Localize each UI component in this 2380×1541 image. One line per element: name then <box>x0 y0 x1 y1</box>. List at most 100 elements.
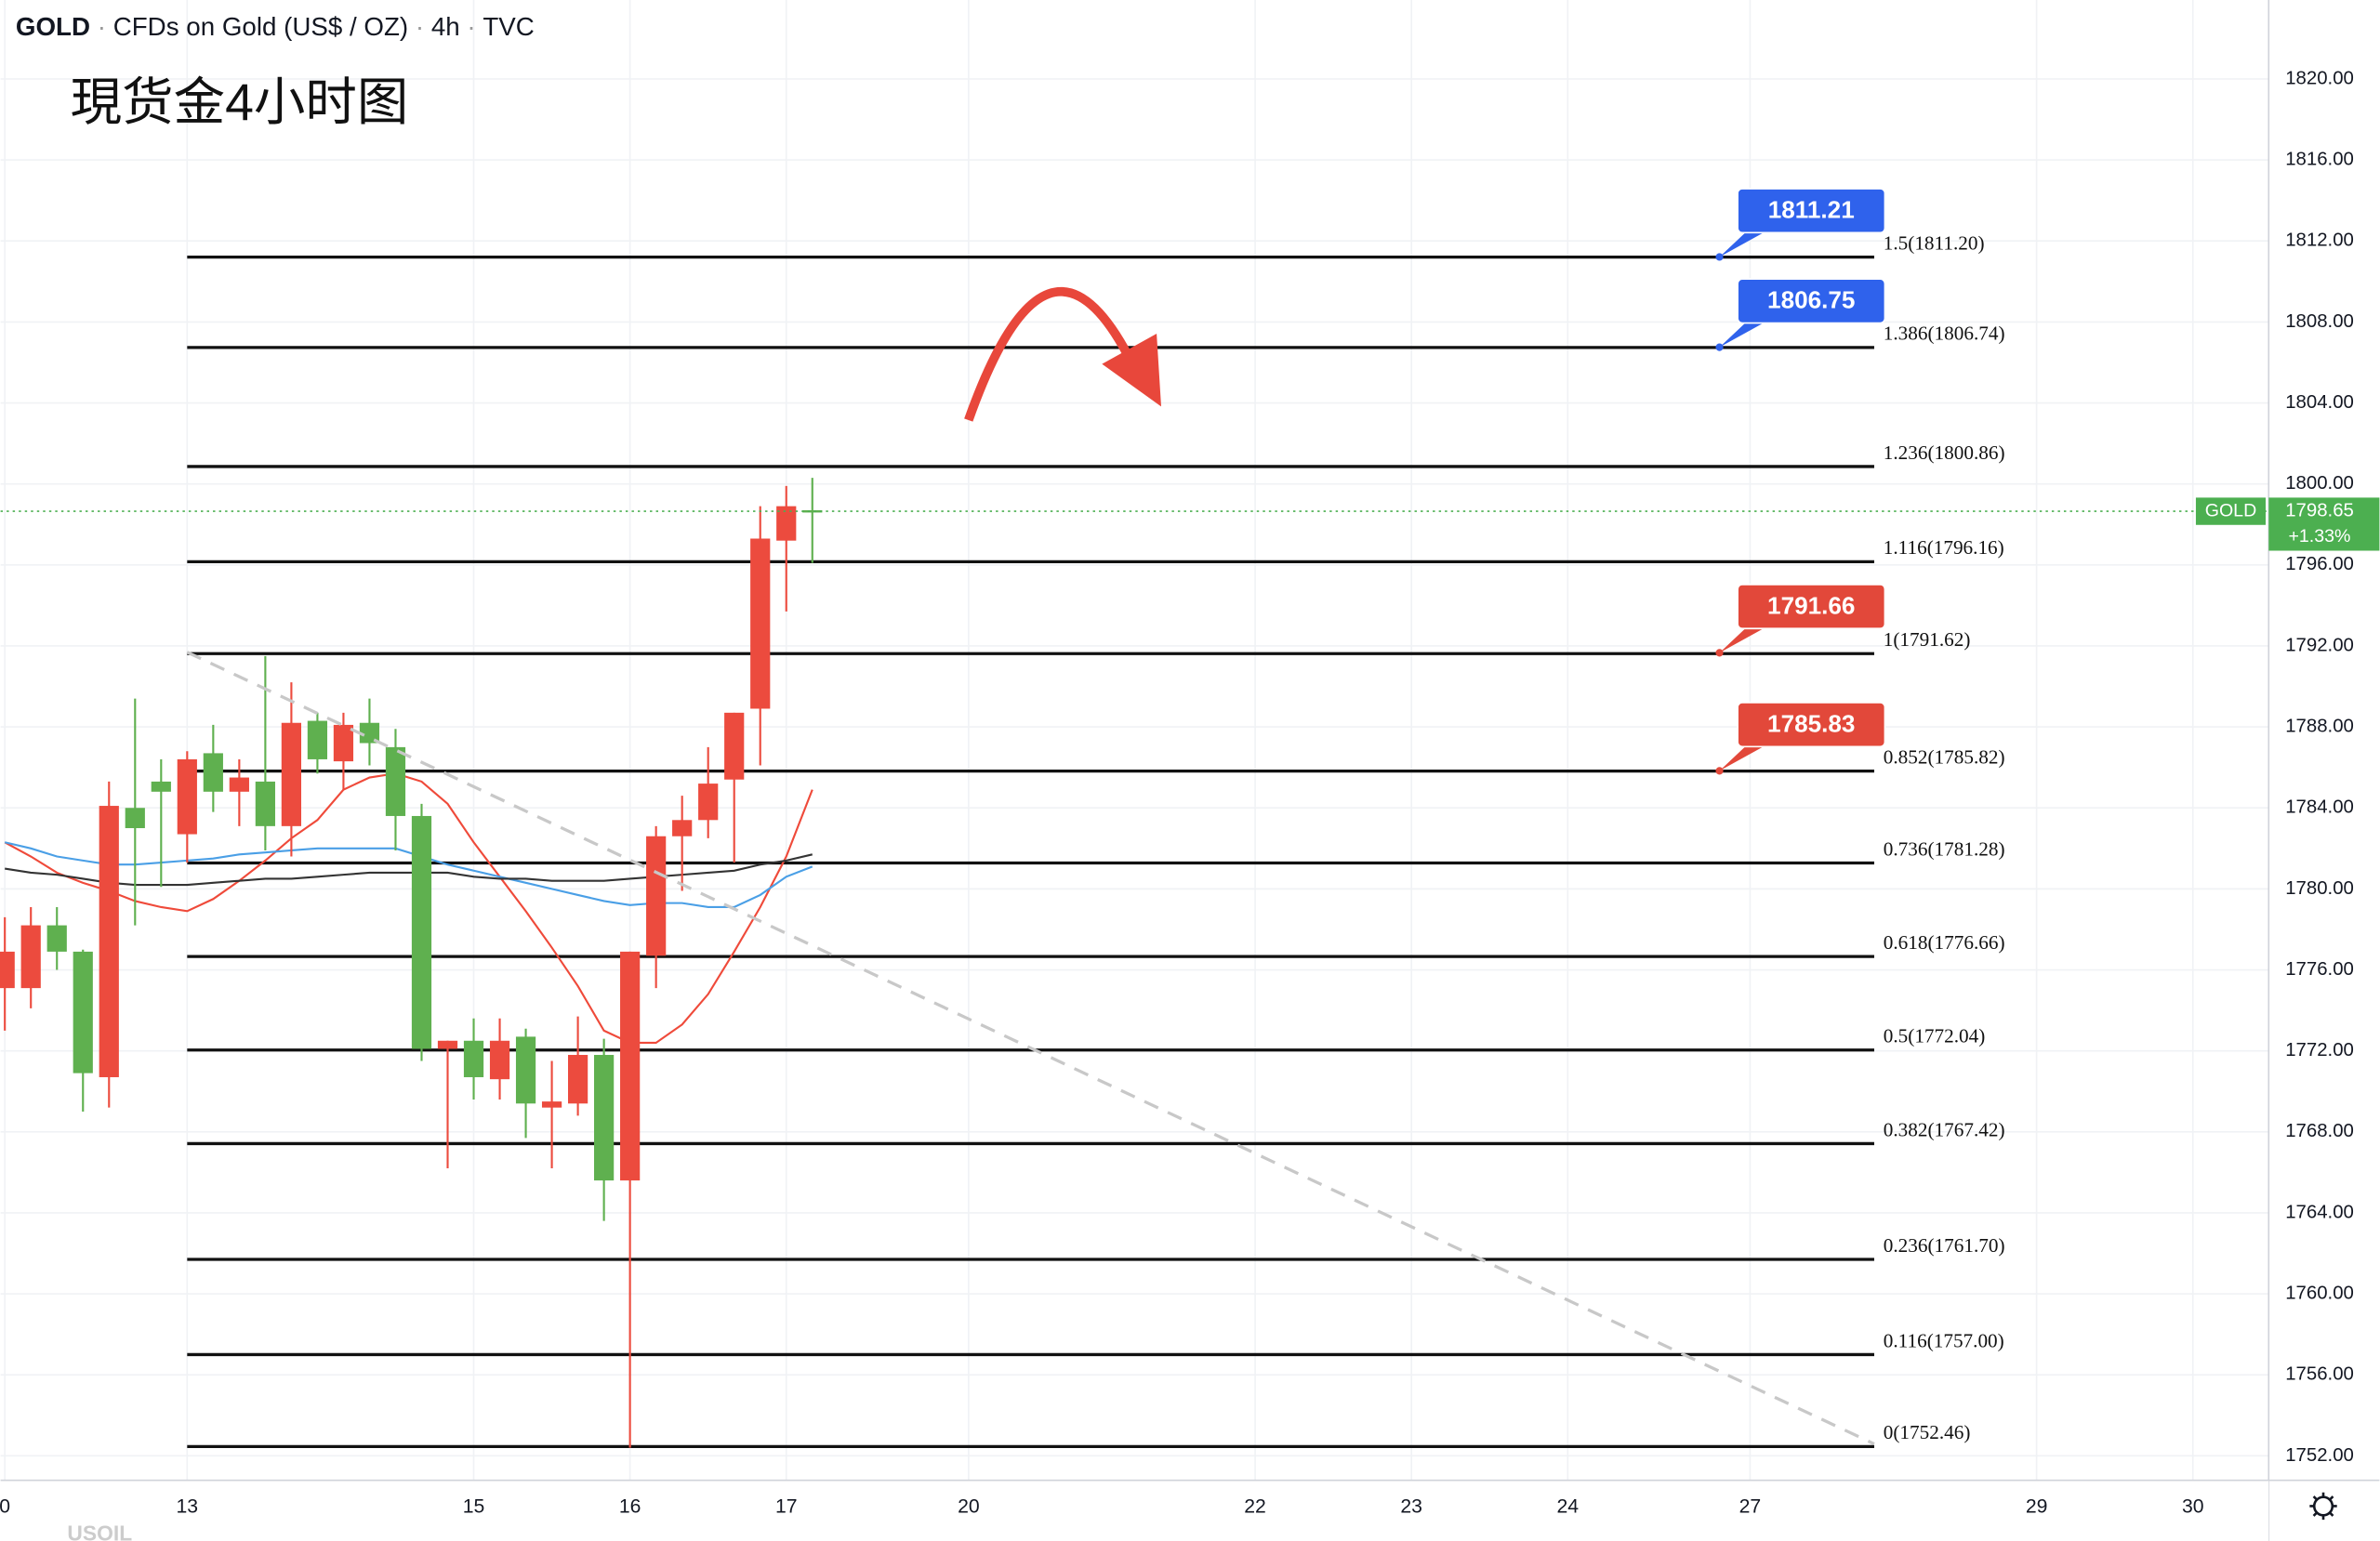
tag-anchor <box>1715 253 1724 261</box>
candle-body <box>281 722 302 826</box>
x-tick-label: 16 <box>619 1496 641 1518</box>
fib-label: 1(1791.62) <box>1884 628 1971 651</box>
x-tick-label: 30 <box>2182 1496 2204 1518</box>
candle-body <box>333 724 354 762</box>
candle-body <box>46 925 67 952</box>
fib-label: 0.5(1772.04) <box>1884 1025 1986 1047</box>
y-tick-label: 1756.00 <box>2285 1364 2354 1385</box>
last-price-tag <box>2268 497 2380 551</box>
candle-body <box>359 722 380 744</box>
candle-body <box>672 820 693 836</box>
arrow-head <box>1102 334 1161 407</box>
separator: · <box>408 12 431 41</box>
x-tick-label: 24 <box>1557 1496 1580 1518</box>
candle-body <box>646 836 667 956</box>
y-tick-label: 1768.00 <box>2285 1121 2354 1141</box>
description: CFDs on Gold (US$ / OZ) <box>113 12 408 41</box>
y-tick-label: 1752.00 <box>2285 1445 2354 1466</box>
footer-symbol: USOIL <box>67 1521 132 1541</box>
price-tag-label: 1785.83 <box>1767 709 1855 737</box>
chart-title: 現货金4小时图 <box>71 73 409 131</box>
trend-line <box>186 651 1875 1446</box>
candle-body <box>73 951 93 1073</box>
y-tick-label: 1764.00 <box>2285 1202 2354 1222</box>
price-tag-label: 1791.66 <box>1767 591 1855 619</box>
candle-body <box>515 1036 536 1104</box>
y-tick-label: 1812.00 <box>2285 230 2354 251</box>
candle-body <box>489 1040 510 1080</box>
x-tick-label: 23 <box>1400 1496 1422 1518</box>
tag-anchor <box>1715 767 1724 775</box>
source: TVC <box>483 12 534 41</box>
y-tick-label: 1788.00 <box>2285 716 2354 736</box>
fib-label: 1.116(1796.16) <box>1884 536 2004 559</box>
fib-label: 1.5(1811.20) <box>1884 231 1985 254</box>
y-tick-label: 1780.00 <box>2285 878 2354 899</box>
price-tag-label: 1806.75 <box>1767 286 1855 314</box>
tag-anchor <box>1715 343 1724 351</box>
y-tick-label: 1792.00 <box>2285 635 2354 655</box>
axes: 1752.00 1756.00 1760.00 1764.00 1768.00 1772.… <box>0 68 2380 1518</box>
symbol-tag-label: GOLD <box>2205 500 2256 520</box>
candle-body <box>203 753 223 792</box>
price-tag <box>1737 584 1886 630</box>
interval: 4h <box>431 12 460 41</box>
fib-label: 1.386(1806.74) <box>1884 323 2005 345</box>
y-tick-label: 1800.00 <box>2285 473 2354 494</box>
price-axis <box>2268 0 2380 1541</box>
plot-area: 1.5(1811.20) 1.386(1806.74) 1.236(1800.86)… <box>0 188 2269 1448</box>
moving-average <box>4 841 813 909</box>
candle-body <box>255 781 275 826</box>
candle-body <box>411 815 432 1049</box>
price-tag-label: 1811.21 <box>1768 195 1855 223</box>
candle-body <box>229 777 249 792</box>
moving-average <box>5 853 813 887</box>
x-tick-label: 20 <box>958 1496 980 1518</box>
price-tag <box>1737 278 1886 324</box>
candle-body <box>594 1055 615 1181</box>
y-tick-label: 1816.00 <box>2285 149 2354 169</box>
x-tick-label: 27 <box>1739 1496 1762 1518</box>
time-axis <box>0 1480 2269 1541</box>
fib-label: 0.116(1757.00) <box>1884 1329 2004 1351</box>
x-tick-label: 0 <box>0 1496 10 1518</box>
candle-body <box>698 784 719 821</box>
fib-label: 0.618(1776.66) <box>1884 931 2005 954</box>
candle-body <box>20 925 41 989</box>
candle-body <box>177 758 197 835</box>
x-tick-label: 17 <box>775 1496 798 1518</box>
x-tick-label: 22 <box>1244 1496 1266 1518</box>
y-tick-label: 1776.00 <box>2285 959 2354 980</box>
tag-pointer <box>1719 232 1764 257</box>
change-label: +1.33% <box>2288 526 2350 547</box>
fib-label: 0.382(1767.42) <box>1884 1118 2005 1140</box>
candle-body <box>151 781 171 792</box>
candle-body <box>776 506 797 541</box>
header: GOLD · CFDs on Gold (US$ / OZ) · 4h · TV… <box>16 12 535 41</box>
candle-body <box>0 951 15 989</box>
candle-body <box>385 746 406 816</box>
tag-pointer <box>1719 323 1764 348</box>
gear-teeth[interactable] <box>2309 1492 2337 1521</box>
last-price-label: 1798.65 <box>2285 500 2354 520</box>
fib-label: 1.236(1800.86) <box>1884 441 2005 464</box>
candle-body <box>802 509 823 513</box>
y-tick-label: 1760.00 <box>2285 1283 2354 1303</box>
settings-icon[interactable] <box>2309 1492 2337 1521</box>
candle-body <box>463 1040 484 1077</box>
fib-label: 0.736(1781.28) <box>1884 837 2005 860</box>
arrow <box>964 287 1135 422</box>
y-tick-label: 1784.00 <box>2285 797 2354 818</box>
candle-body <box>567 1055 588 1104</box>
fib-label: 0.236(1761.70) <box>1884 1234 2005 1257</box>
x-tick-label: 15 <box>463 1496 485 1518</box>
y-tick-label: 1820.00 <box>2285 68 2354 88</box>
price-tag <box>1737 702 1886 748</box>
moving-average <box>4 772 813 1045</box>
fib-label: 0.852(1785.82) <box>1884 745 2005 768</box>
candle-body <box>724 712 745 780</box>
fib-label: 0(1752.46) <box>1884 1421 1971 1443</box>
candle-body <box>620 951 641 1181</box>
